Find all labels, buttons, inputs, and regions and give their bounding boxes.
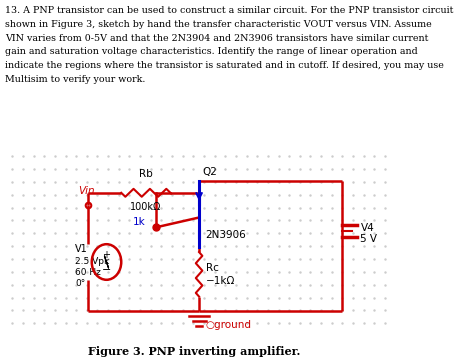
Text: −1kΩ: −1kΩ (206, 276, 235, 286)
Text: 5 V: 5 V (360, 234, 377, 244)
Text: Rc: Rc (206, 263, 219, 273)
Text: 2.5 Vpk: 2.5 Vpk (75, 257, 109, 266)
Text: +: + (102, 250, 110, 260)
Text: Rb: Rb (139, 169, 153, 179)
Text: 0°: 0° (75, 279, 86, 288)
Text: 2N3906: 2N3906 (206, 230, 246, 240)
Text: V4: V4 (360, 223, 374, 233)
Text: 60 Hz: 60 Hz (75, 269, 101, 278)
Text: Q2: Q2 (202, 167, 217, 177)
Text: V1: V1 (75, 244, 88, 254)
Text: indicate the regions where the transistor is saturated and in cutoff. If desired: indicate the regions where the transisto… (5, 61, 444, 70)
Text: Vin: Vin (79, 186, 95, 196)
Text: shown in Figure 3, sketch by hand the transfer characteristic VOUT versus VIN. A: shown in Figure 3, sketch by hand the tr… (5, 20, 432, 29)
Text: Figure 3. PNP inverting amplifier.: Figure 3. PNP inverting amplifier. (88, 346, 301, 357)
Text: ○ground: ○ground (206, 320, 252, 330)
Text: gain and saturation voltage characteristics. Identify the range of linear operat: gain and saturation voltage characterist… (5, 47, 418, 56)
Text: −: − (102, 265, 111, 275)
Text: Multisim to verify your work.: Multisim to verify your work. (5, 75, 146, 84)
Text: VIN varies from 0-5V and that the 2N3904 and 2N3906 transistors have similar cur: VIN varies from 0-5V and that the 2N3904… (5, 34, 428, 43)
Text: 1k: 1k (133, 218, 146, 228)
Text: 100kΩ: 100kΩ (130, 202, 162, 212)
Text: 13. A PNP transistor can be used to construct a similar circuit. For the PNP tra: 13. A PNP transistor can be used to cons… (5, 6, 453, 15)
